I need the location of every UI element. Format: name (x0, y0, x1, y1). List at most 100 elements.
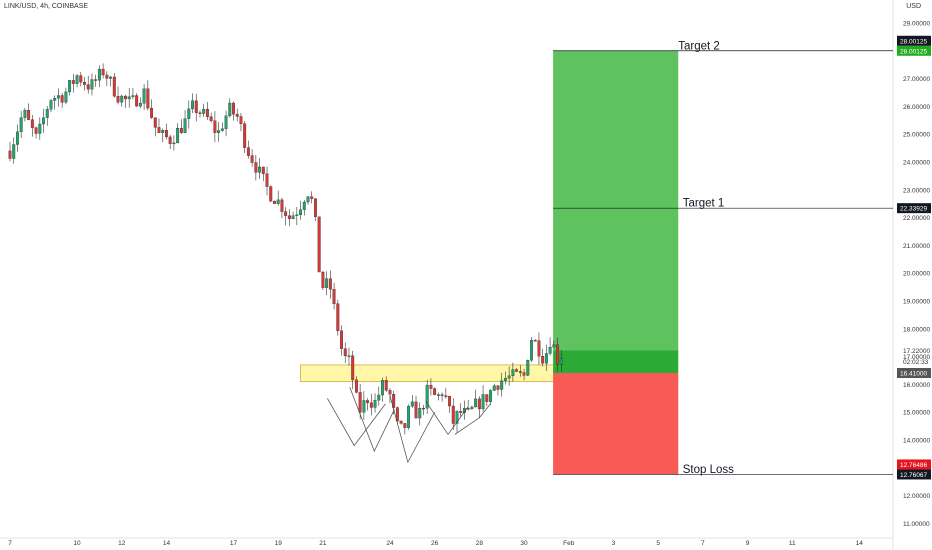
candle-body (425, 384, 429, 409)
level-price-tag (897, 203, 931, 214)
candle-body (23, 110, 27, 118)
candle-body (429, 384, 433, 389)
candle-body (12, 144, 16, 159)
x-tick-label: 24 (386, 540, 394, 547)
candle-body (83, 82, 86, 85)
y-tick-label: 20.00000 (903, 271, 930, 278)
candle-body (313, 198, 317, 217)
candle-body (366, 400, 370, 403)
candle-body (284, 211, 288, 216)
candle-body (235, 114, 239, 117)
pattern-line (349, 387, 395, 453)
candle-body (541, 356, 545, 364)
candle-body (94, 79, 98, 81)
candle-body (239, 116, 243, 124)
candle-body (142, 88, 146, 104)
level-top-tag (897, 35, 931, 46)
candle-body (79, 75, 83, 83)
profit-zone-filled (553, 350, 679, 374)
candle-body (500, 380, 504, 390)
candle-body (45, 109, 49, 118)
x-tick-label: 30 (520, 540, 528, 547)
candle-body (161, 130, 165, 133)
x-tick-label: 9 (746, 540, 750, 547)
candle-body (269, 186, 273, 202)
x-tick-label: 14 (163, 540, 171, 547)
candle-body (243, 123, 247, 148)
level-price-tag (897, 469, 931, 480)
candle-body (373, 400, 377, 408)
candle-body (496, 385, 500, 390)
candle-body (19, 117, 23, 133)
levels-layer: Target 2 28.00125 28.00125 Target 1 22.33929… (553, 35, 931, 480)
candle-body (246, 147, 250, 156)
candle-body (42, 117, 45, 125)
x-tick-label: 7 (8, 540, 12, 547)
candle-body (280, 199, 284, 212)
candles-layer (8, 63, 563, 435)
candle-body (485, 394, 489, 402)
candle-body (418, 407, 422, 419)
candle-body (533, 340, 537, 342)
candle-body (407, 405, 411, 428)
candle-body (291, 215, 295, 219)
y-tick-label: 24.00000 (903, 160, 930, 167)
level-top-tag (897, 459, 931, 470)
candle-body (559, 358, 563, 365)
candle-body (306, 196, 310, 203)
candle-body (544, 353, 548, 364)
candle-body (15, 131, 19, 145)
currency-label: USD (906, 3, 921, 10)
candle-body (410, 401, 414, 407)
candle-body (27, 110, 31, 120)
candle-body (530, 340, 533, 361)
y-tick-label: 26.00000 (903, 104, 930, 111)
candle-body (459, 411, 463, 413)
candle-body (477, 398, 481, 410)
x-tick-label: 17 (230, 540, 238, 547)
y-tick-label: 19.00000 (903, 299, 930, 306)
candle-body (470, 406, 474, 409)
candle-body (209, 116, 213, 121)
candle-body (518, 371, 522, 373)
candle-body (68, 80, 72, 93)
candle-body (395, 407, 399, 422)
candle-body (112, 76, 116, 97)
x-tick-label: 5 (656, 540, 660, 547)
x-tick-label: 10 (73, 540, 81, 547)
candle-body (384, 380, 388, 391)
y-tick-label: 25.00000 (903, 132, 930, 139)
candle-body (164, 130, 168, 138)
candle-body (526, 360, 530, 376)
candle-body (101, 68, 105, 76)
x-tick-label: 14 (856, 540, 864, 547)
level-name: Target 1 (683, 198, 725, 210)
candle-body (388, 390, 392, 395)
candle-body (127, 96, 131, 100)
candle-body (187, 108, 191, 119)
candle-body (299, 209, 302, 215)
candle-body (358, 392, 362, 413)
candle-body (86, 84, 90, 90)
prev-close-label: 17.22000 (903, 348, 930, 355)
candle-body (537, 340, 541, 357)
x-tick-label: 28 (476, 540, 484, 547)
candle-body (202, 108, 206, 114)
last-price-tag (897, 368, 931, 379)
candle-body (135, 95, 139, 107)
pattern-line (389, 395, 435, 464)
candle-body (444, 395, 448, 397)
candle-body (556, 344, 560, 365)
x-tick-label: 12 (118, 540, 126, 547)
candle-body (71, 80, 75, 84)
pattern-line (425, 400, 469, 436)
candle-body (392, 394, 396, 408)
symbol-label: LINK/USD, 4h, COINBASE (4, 3, 89, 10)
candle-body (362, 400, 366, 413)
y-tick-label: 16.00000 (903, 382, 930, 389)
x-tick-label: 7 (701, 540, 705, 547)
candle-body (261, 166, 265, 174)
candle-body (224, 115, 228, 129)
loss-zone (553, 373, 679, 475)
